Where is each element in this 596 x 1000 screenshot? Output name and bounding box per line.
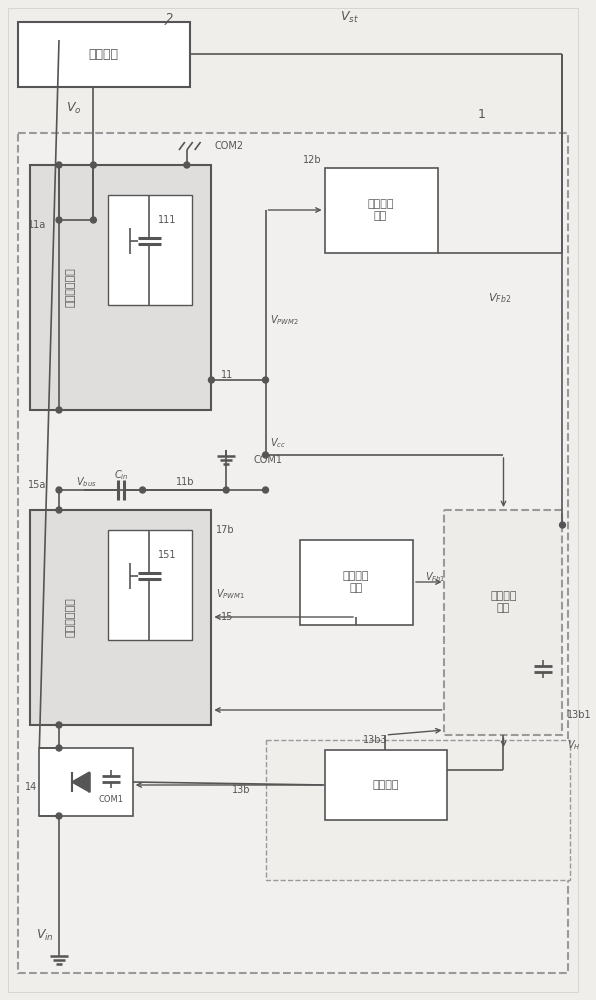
Circle shape: [263, 487, 268, 493]
Text: 13b3: 13b3: [364, 735, 388, 745]
Text: 1: 1: [478, 108, 486, 121]
Circle shape: [56, 507, 62, 513]
Circle shape: [56, 217, 62, 223]
Text: $V_{Fb1}$: $V_{Fb1}$: [425, 570, 445, 584]
Circle shape: [56, 407, 62, 413]
Text: 12b: 12b: [303, 155, 322, 165]
Text: 11a: 11a: [27, 220, 46, 230]
Bar: [39, 748, 133, 816]
Circle shape: [139, 487, 145, 493]
Circle shape: [91, 217, 97, 223]
Circle shape: [184, 162, 190, 168]
Text: COM1: COM1: [254, 455, 283, 465]
Circle shape: [263, 377, 268, 383]
Circle shape: [56, 722, 62, 728]
Bar: [29, 165, 212, 410]
Text: 151: 151: [158, 550, 176, 560]
Text: 17b: 17b: [216, 525, 235, 535]
Text: 15a: 15a: [27, 480, 46, 490]
Text: $V_{in}$: $V_{in}$: [36, 927, 54, 943]
Text: 11b: 11b: [176, 477, 194, 487]
Text: 第一反馈
电路: 第一反馈 电路: [343, 571, 370, 593]
Text: $V_{PWM2}$: $V_{PWM2}$: [271, 313, 299, 327]
Text: $V_H$: $V_H$: [567, 738, 581, 752]
Text: 第二反馈
电路: 第二反馈 电路: [367, 199, 394, 221]
Text: $C_{in}$: $C_{in}$: [114, 468, 128, 482]
Text: 负载电路: 负载电路: [88, 47, 118, 60]
Bar: [18, 22, 190, 87]
Text: $V_o$: $V_o$: [66, 100, 82, 116]
Text: 第一控制
电路: 第一控制 电路: [491, 591, 517, 613]
Text: 13b1: 13b1: [567, 710, 592, 720]
Bar: [265, 740, 570, 880]
Text: 2: 2: [165, 12, 173, 25]
Circle shape: [263, 452, 268, 458]
Text: COM2: COM2: [215, 141, 244, 151]
Text: 11: 11: [221, 370, 234, 380]
Circle shape: [56, 745, 62, 751]
Circle shape: [56, 813, 62, 819]
Text: 15: 15: [221, 612, 234, 622]
Text: 13b: 13b: [232, 785, 251, 795]
Bar: [108, 195, 192, 305]
Bar: [445, 510, 563, 735]
Text: $V_{Fb2}$: $V_{Fb2}$: [488, 291, 511, 305]
Text: $V_{st}$: $V_{st}$: [340, 9, 359, 25]
Bar: [29, 510, 212, 725]
Circle shape: [91, 162, 97, 168]
Text: $V_{PWM1}$: $V_{PWM1}$: [216, 587, 246, 601]
Text: 111: 111: [158, 215, 176, 225]
Bar: [324, 750, 448, 820]
Text: 启动电路: 启动电路: [372, 780, 399, 790]
Text: $V_{bus}$: $V_{bus}$: [76, 475, 97, 489]
Bar: [108, 530, 192, 640]
Bar: [300, 540, 413, 625]
Circle shape: [224, 487, 229, 493]
Circle shape: [209, 377, 215, 383]
Text: 第一电源电路: 第一电源电路: [66, 597, 76, 637]
Circle shape: [56, 162, 62, 168]
Text: $V_{cc}$: $V_{cc}$: [271, 436, 287, 450]
Text: 14: 14: [26, 782, 38, 792]
Text: 第二电源电路: 第二电源电路: [66, 267, 76, 307]
Circle shape: [560, 522, 566, 528]
Polygon shape: [72, 772, 89, 792]
Bar: [18, 133, 569, 973]
Bar: [324, 168, 437, 253]
Text: COM1: COM1: [98, 796, 123, 804]
Circle shape: [56, 487, 62, 493]
